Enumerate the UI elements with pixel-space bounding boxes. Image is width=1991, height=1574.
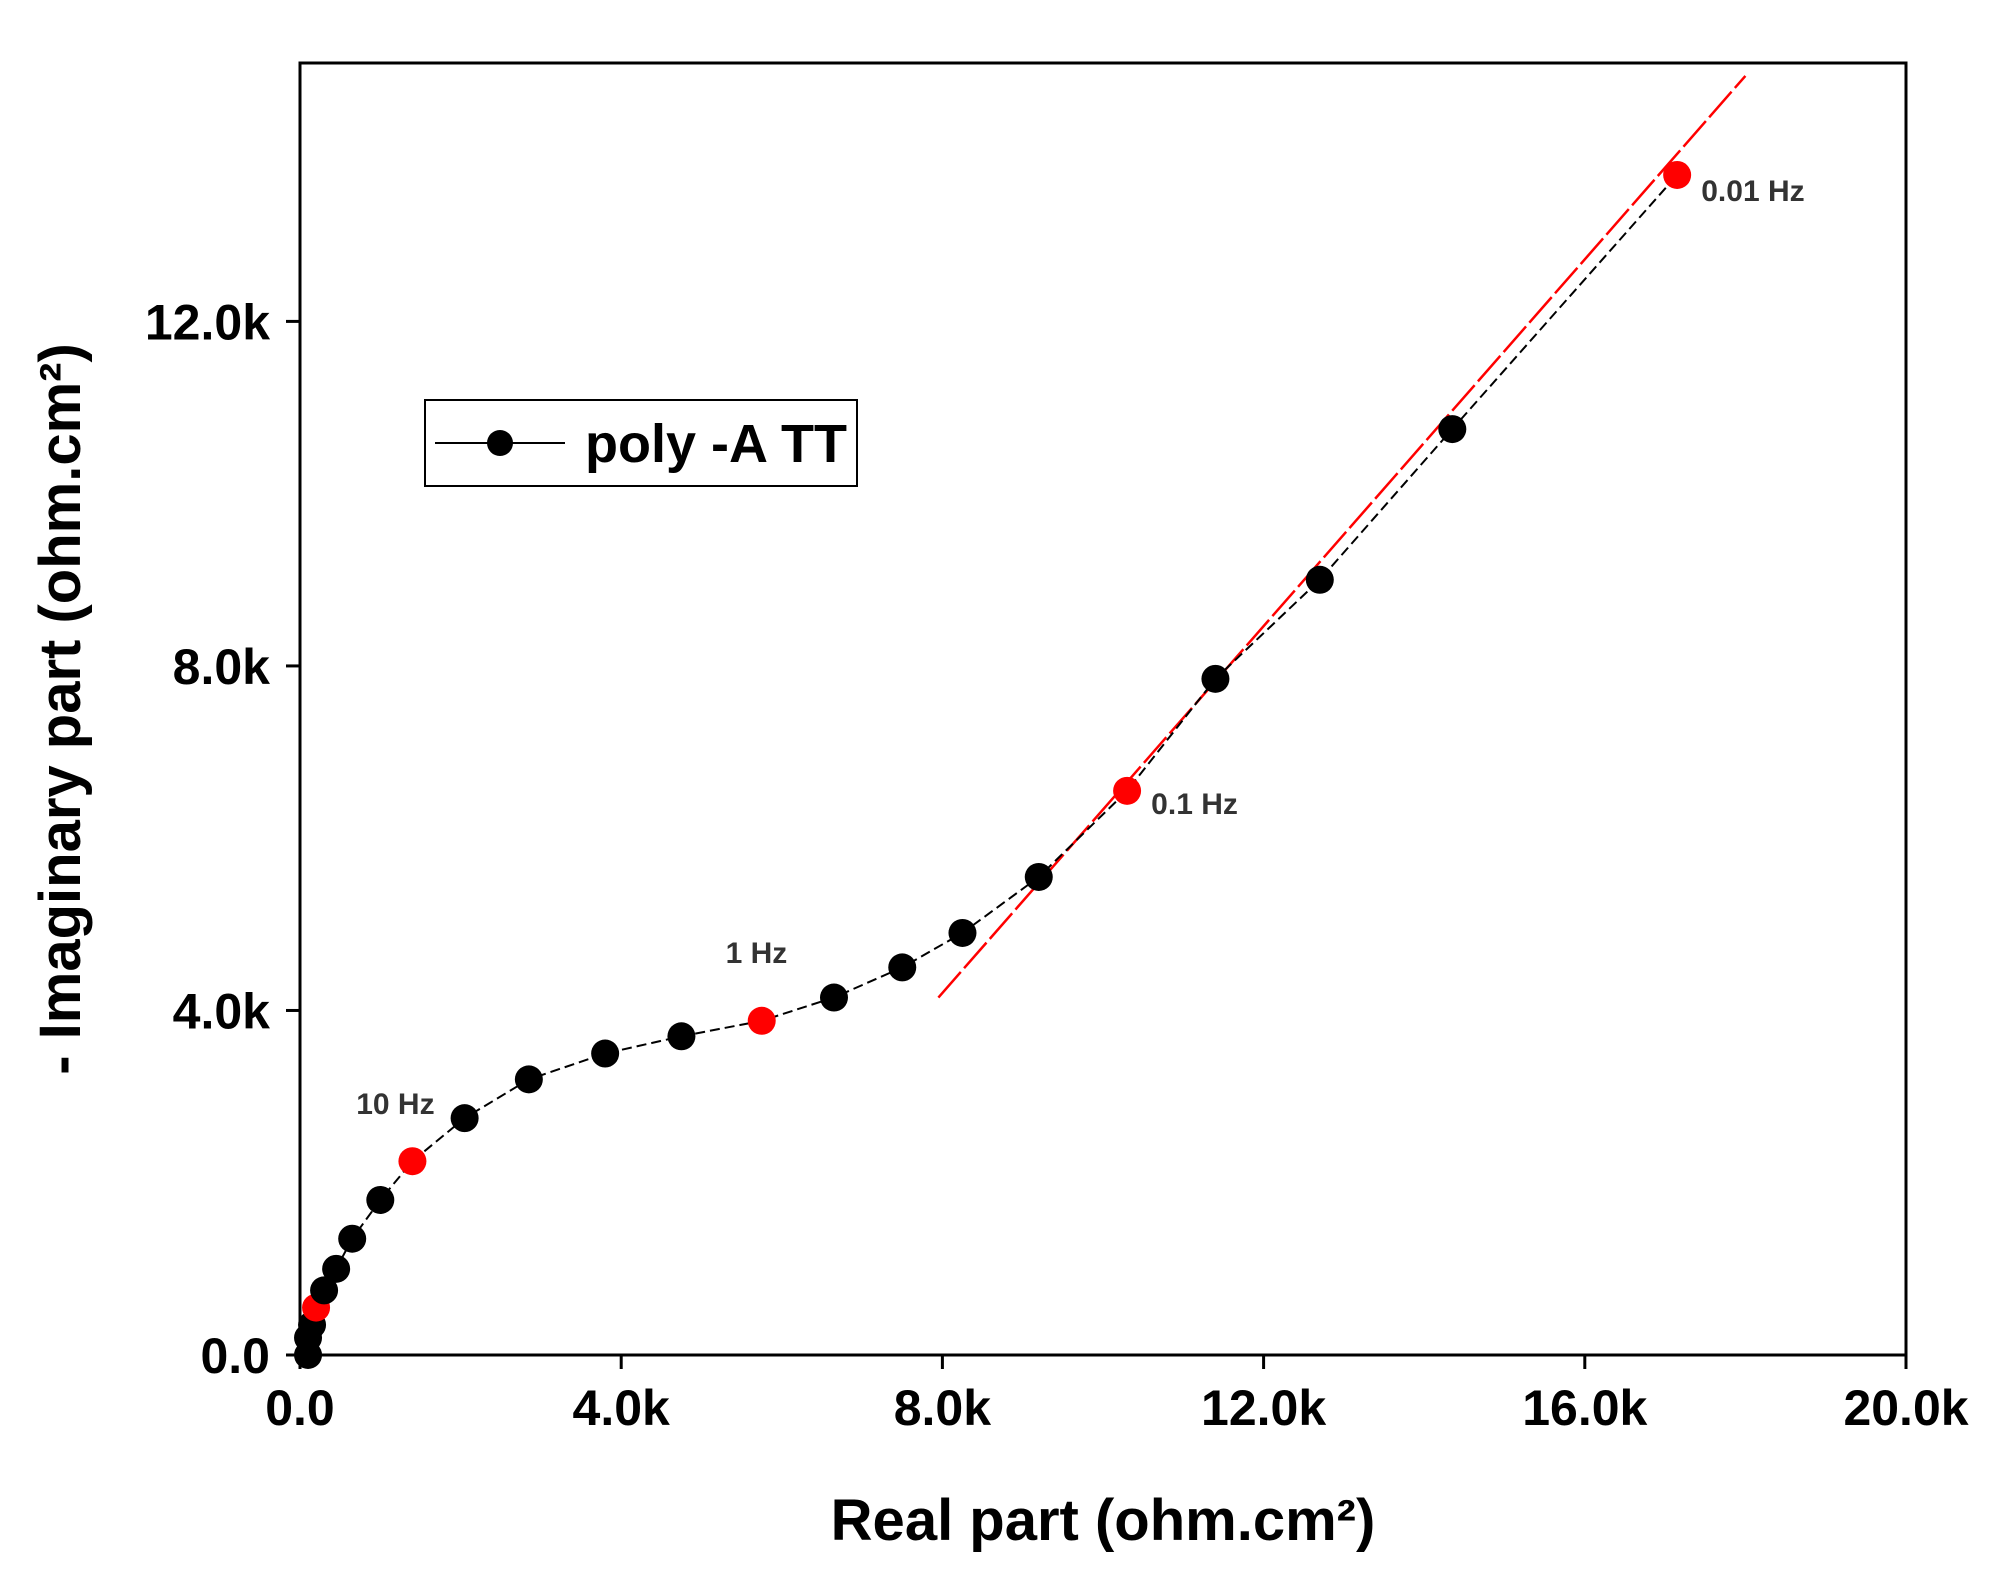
x-tick-label: 20.0k [1843, 1380, 1968, 1436]
data-point [450, 1104, 479, 1133]
data-point [1201, 664, 1230, 693]
data-point [667, 1022, 696, 1051]
data-point [514, 1065, 543, 1094]
series-layer [294, 160, 1692, 1369]
legend-marker [487, 430, 513, 456]
frequency-label: 0.01 Hz [1701, 175, 1804, 208]
x-axis-ticks: 0.0 4.0k 8.0k 12.0k 16.0k 20.0k [265, 1355, 1969, 1436]
y-tick-label: 4.0k [173, 983, 271, 1039]
frequency-label: 0.1 Hz [1151, 788, 1238, 821]
frequency-annotations: 10 Hz 1 Hz 0.1 Hz 0.01 Hz [356, 175, 1804, 1121]
fit-line-layer [937, 75, 1747, 999]
highlighted-data-point [747, 1006, 776, 1035]
x-tick-label: 8.0k [894, 1380, 992, 1436]
x-tick-label: 4.0k [573, 1380, 671, 1436]
data-point [310, 1276, 339, 1305]
data-point [888, 953, 917, 982]
x-tick-label: 0.0 [265, 1380, 335, 1436]
data-point [338, 1224, 367, 1253]
legend-label: poly -A TT [585, 414, 847, 474]
plot-frame [298, 61, 1908, 1357]
y-axis-ticks: 0.0 4.0k 8.0k 12.0k [145, 294, 300, 1384]
data-point [366, 1185, 395, 1214]
x-tick-label: 16.0k [1522, 1380, 1647, 1436]
data-point [591, 1039, 620, 1068]
frequency-label: 10 Hz [356, 1088, 434, 1121]
data-point [1305, 565, 1334, 594]
highlighted-data-point [1663, 160, 1692, 189]
fit-line [937, 75, 1747, 999]
data-point [1438, 415, 1467, 444]
series-line [307, 174, 1678, 1355]
data-point [1024, 862, 1053, 891]
data-point [948, 918, 977, 947]
y-axis-title: - Imaginary part (ohm.cm²) [28, 343, 93, 1075]
y-tick-label: 12.0k [145, 294, 270, 350]
y-tick-label: 0.0 [200, 1328, 270, 1384]
x-tick-label: 12.0k [1201, 1380, 1326, 1436]
legend: poly -A TT [424, 399, 858, 487]
data-point [322, 1254, 351, 1283]
data-point [819, 983, 848, 1012]
highlighted-data-point [1113, 776, 1142, 805]
frequency-label: 1 Hz [726, 937, 788, 970]
y-tick-label: 8.0k [173, 639, 271, 695]
highlighted-data-point [398, 1147, 427, 1176]
x-axis-title: Real part (ohm.cm²) [831, 1488, 1376, 1553]
